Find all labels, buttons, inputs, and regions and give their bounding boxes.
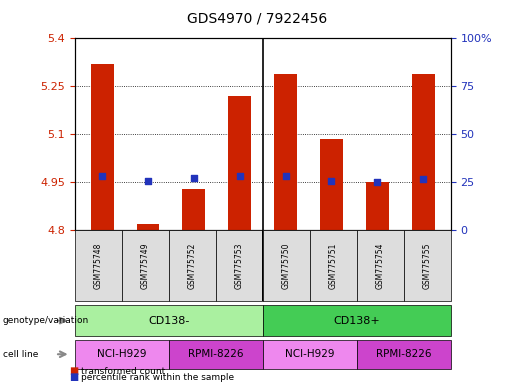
Text: CD138-: CD138-: [148, 316, 190, 326]
Bar: [411, 74, 435, 230]
Point: [190, 175, 198, 181]
Text: GSM775750: GSM775750: [282, 243, 290, 289]
Text: NCI-H929: NCI-H929: [97, 349, 146, 359]
Point: [419, 176, 427, 182]
Text: cell line: cell line: [3, 350, 38, 359]
Text: GSM775749: GSM775749: [141, 243, 150, 289]
Bar: [274, 74, 297, 230]
Text: RPMI-8226: RPMI-8226: [376, 349, 432, 359]
Text: GSM775753: GSM775753: [235, 243, 244, 289]
Text: GSM775751: GSM775751: [329, 243, 338, 289]
Bar: [182, 189, 205, 230]
Point: [373, 179, 382, 185]
Point: [98, 173, 106, 179]
Text: NCI-H929: NCI-H929: [285, 349, 334, 359]
Point: [328, 178, 336, 184]
Text: percentile rank within the sample: percentile rank within the sample: [81, 373, 234, 382]
Point: [282, 173, 290, 179]
Bar: [136, 224, 160, 230]
Bar: [320, 139, 343, 230]
Text: transformed count: transformed count: [81, 367, 165, 376]
Text: GSM775748: GSM775748: [94, 243, 102, 289]
Bar: [366, 182, 389, 230]
Text: genotype/variation: genotype/variation: [3, 316, 89, 325]
Bar: [91, 64, 114, 230]
Text: ■: ■: [70, 366, 79, 376]
Text: ■: ■: [70, 372, 79, 382]
Text: GSM775752: GSM775752: [187, 243, 197, 289]
Point: [235, 173, 244, 179]
Text: GDS4970 / 7922456: GDS4970 / 7922456: [187, 12, 328, 25]
Text: GSM775754: GSM775754: [375, 243, 385, 289]
Bar: [228, 96, 251, 230]
Text: GSM775755: GSM775755: [423, 243, 432, 289]
Point: [144, 178, 152, 184]
Text: CD138+: CD138+: [333, 316, 380, 326]
Text: RPMI-8226: RPMI-8226: [188, 349, 244, 359]
